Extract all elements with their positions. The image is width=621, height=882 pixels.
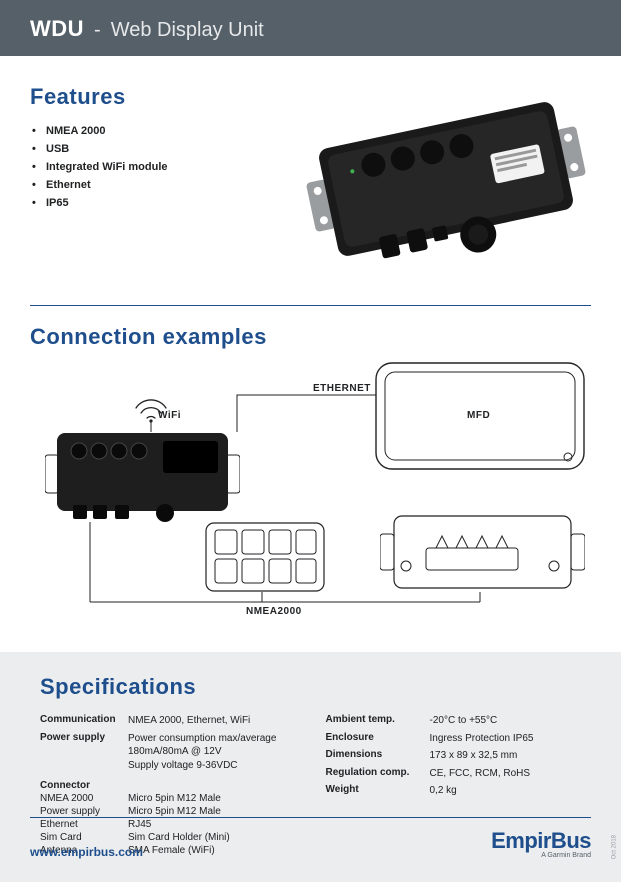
divider [30, 305, 591, 306]
header-name: Web Display Unit [111, 19, 264, 42]
connector-value: Micro 5pin M12 Male [128, 793, 221, 804]
connector-value: Micro 5pin M12 Male [128, 806, 221, 817]
features-title: Features [30, 84, 271, 110]
spec-value: NMEA 2000, Ethernet, WiFi [128, 714, 296, 728]
bus-label: NMEA2000 [246, 606, 302, 617]
footer: www.empirbus.com EmpirBus A Garmin Brand [30, 817, 591, 877]
spec-label: Power supply [40, 732, 128, 773]
specs-title: Specifications [40, 674, 581, 700]
spec-value: 173 x 89 x 32,5 mm [430, 749, 582, 763]
feature-item: Ethernet [30, 176, 271, 194]
spec-value: CE, FCC, RCM, RoHS [430, 767, 582, 781]
brand-block: EmpirBus A Garmin Brand [491, 828, 591, 859]
feature-list: NMEA 2000 USB Integrated WiFi module Eth… [30, 122, 271, 212]
header-bar: WDU - Web Display Unit [0, 0, 621, 56]
connector-label: NMEA 2000 [40, 793, 128, 804]
header-sep: - [94, 19, 101, 42]
spec-label: Regulation comp. [326, 767, 430, 781]
brand-subtitle: A Garmin Brand [491, 852, 591, 859]
connector-heading: Connector [40, 780, 296, 791]
feature-item: NMEA 2000 [30, 122, 271, 140]
spec-label: Ambient temp. [326, 714, 430, 728]
connector-label: Power supply [40, 806, 128, 817]
mfd-label: MFD [467, 410, 490, 421]
connection-diagram: WiFi ETHERNET MFD NMEA2000 [30, 362, 591, 622]
spec-value: Ingress Protection IP65 [430, 732, 582, 746]
spec-label: Dimensions [326, 749, 430, 763]
spec-label: Enclosure [326, 732, 430, 746]
header-code: WDU [30, 16, 84, 42]
side-date: Oct 2018 [611, 835, 617, 859]
spec-value: Power consumption max/average 180mA/80mA… [128, 732, 296, 773]
spec-label: Weight [326, 784, 430, 798]
feature-item: USB [30, 140, 271, 158]
spec-label: Communication [40, 714, 128, 728]
footer-url: www.empirbus.com [30, 845, 143, 859]
wifi-label: WiFi [158, 410, 181, 421]
spec-value: -20°C to +55°C [430, 714, 582, 728]
features-block: Features NMEA 2000 USB Integrated WiFi m… [30, 84, 271, 212]
product-illustration [301, 84, 591, 279]
connection-title: Connection examples [30, 324, 591, 350]
ethernet-label: ETHERNET [313, 383, 371, 394]
feature-item: Integrated WiFi module [30, 158, 271, 176]
spec-value: 0,2 kg [430, 784, 582, 798]
feature-item: IP65 [30, 194, 271, 212]
brand-name: EmpirBus [491, 828, 591, 853]
